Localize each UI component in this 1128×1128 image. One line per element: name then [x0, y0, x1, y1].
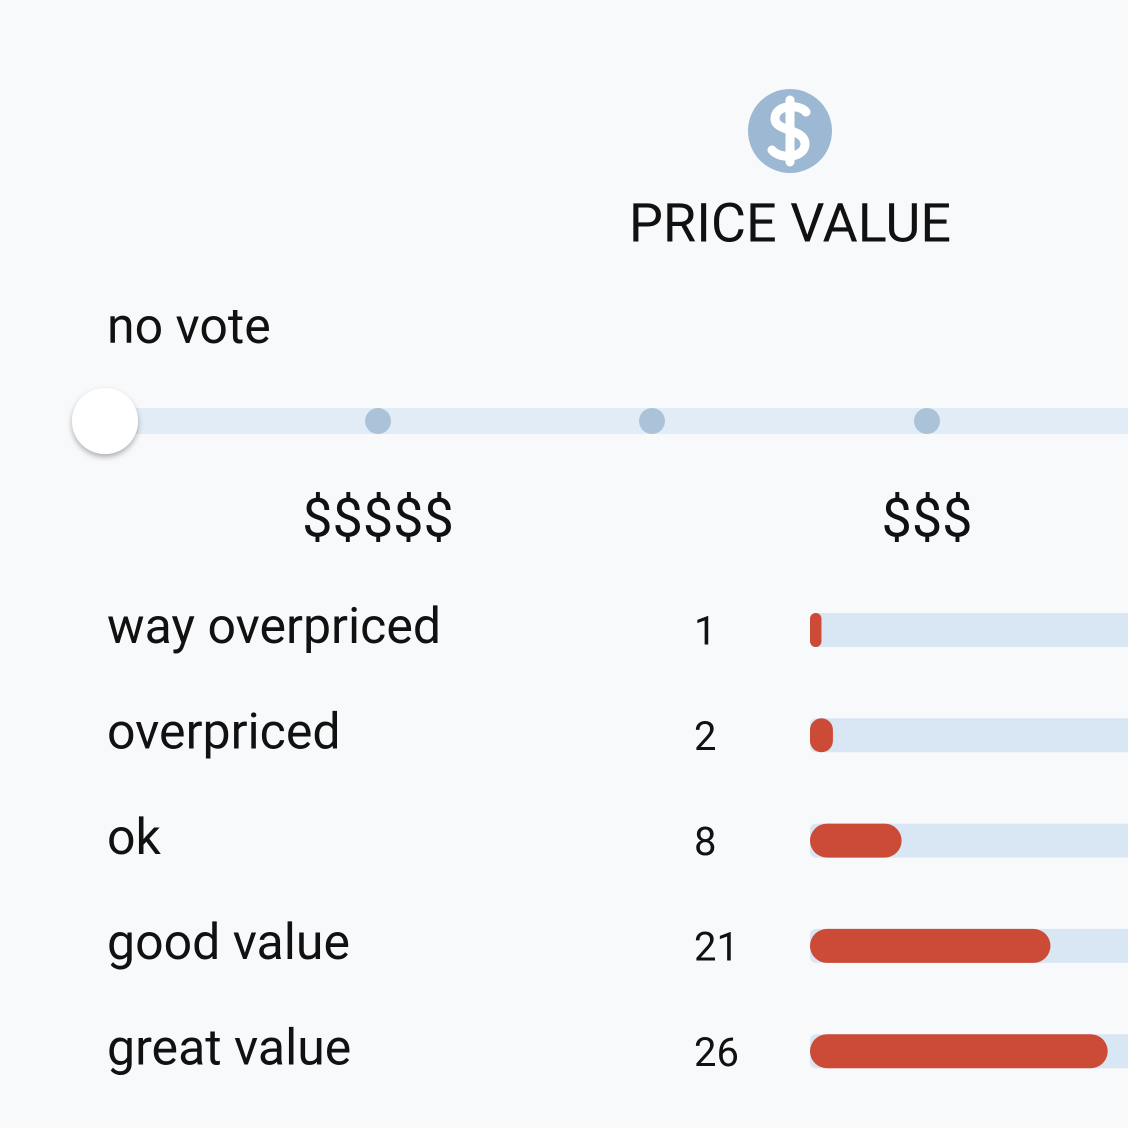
slider-stop[interactable]	[365, 408, 391, 434]
slider[interactable]	[72, 388, 1128, 454]
vote-label: way overpriced	[107, 598, 441, 656]
vote-count: 21	[694, 923, 739, 970]
icon-dollar	[767, 95, 811, 167]
vote-label: good value	[107, 914, 350, 972]
slider-stop-label: $$$	[881, 487, 972, 550]
bar	[810, 613, 822, 647]
vote-count: 8	[694, 818, 716, 865]
slider-stop[interactable]	[914, 408, 940, 434]
bar-track	[810, 718, 1128, 753]
title: PRICE VALUE	[629, 192, 951, 255]
slider-thumb[interactable]	[72, 388, 138, 454]
slider-stop[interactable]	[639, 408, 665, 434]
vote-count: 26	[694, 1029, 739, 1076]
slider-stop-label: $$$$$	[302, 487, 454, 550]
vote-label: overpriced	[107, 704, 341, 762]
price-icon	[748, 89, 832, 173]
slider-track[interactable]	[105, 408, 1128, 434]
bar-track	[810, 613, 1128, 647]
slider-value-label: no vote	[107, 298, 271, 356]
vote-label: ok	[107, 809, 162, 867]
vote-count: 2	[694, 713, 716, 760]
vote-count: 1	[694, 608, 716, 655]
vote-label: great value	[107, 1019, 351, 1077]
bar	[810, 1034, 1108, 1069]
bar	[810, 823, 902, 858]
bar	[810, 928, 1051, 963]
bar	[810, 718, 833, 753]
